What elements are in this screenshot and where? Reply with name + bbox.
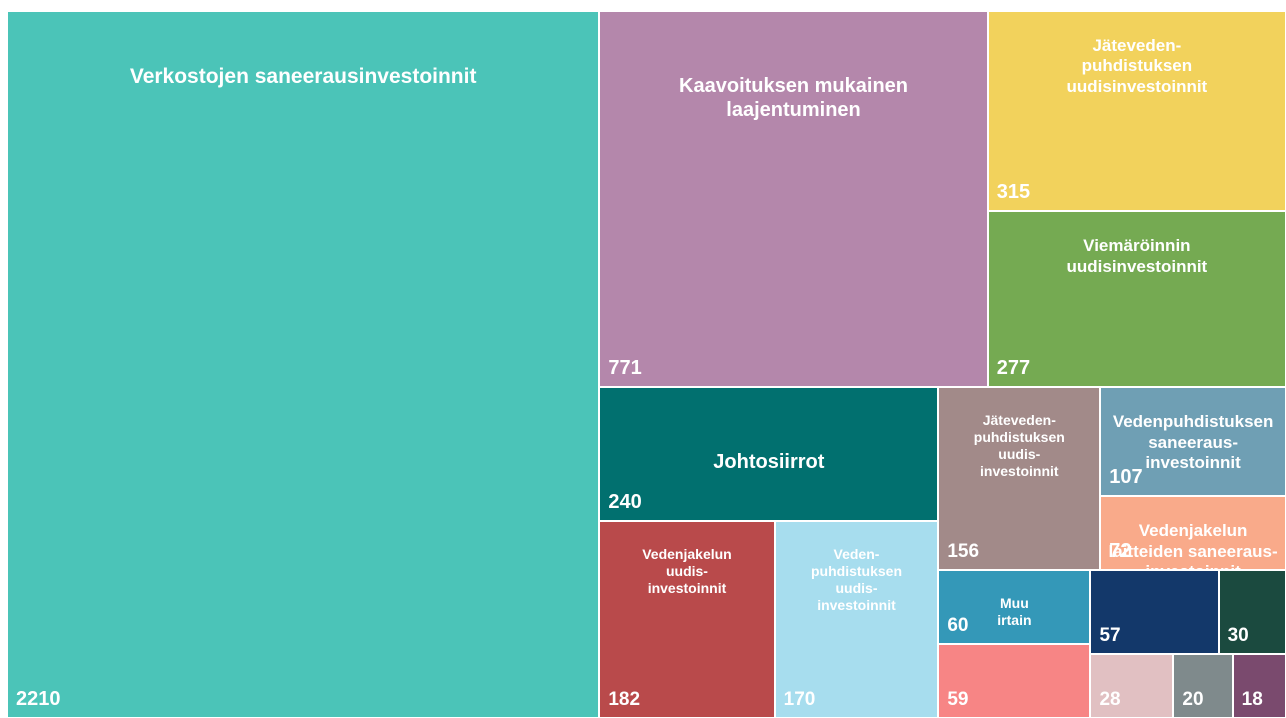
value-label: 315 [996, 181, 1031, 204]
value-label: 59 [947, 688, 969, 710]
value-label: 57 [1099, 625, 1121, 647]
tile-label: Veden- puhdistuksen uudis- investoinnit [810, 546, 902, 613]
tile-label: Vedenjakelun laitteiden saneeraus- inves… [1108, 521, 1278, 568]
value-label: 240 [608, 491, 642, 514]
tile: Viemäröinnin uudisinvestoinnit 277 [987, 211, 1286, 388]
value-label: 60 [947, 615, 969, 637]
tile: Vedenjakelun uudis- investoinnit 182 [599, 521, 775, 718]
tile: 57 [1090, 569, 1219, 655]
value-label: 72 [1109, 539, 1132, 562]
tile: Jäteveden- puhdistuksen uudisinvestoinni… [987, 11, 1286, 212]
tile-label: Muu irtain [997, 594, 1032, 628]
tile-label: Viemäröinnin uudisinvestoinnit [1066, 236, 1208, 276]
tile-label: Verkostojen saneerausinvestoinnit [129, 65, 477, 88]
tile: Kaavoituksen mukainen laajentuminen 771 [599, 11, 988, 388]
value-label: 30 [1227, 625, 1249, 647]
value-label: 18 [1241, 688, 1263, 710]
value-label: 170 [783, 688, 816, 710]
tile: Johtosiirrot 240 [599, 387, 939, 522]
value-label: 156 [947, 540, 980, 562]
tile-label: Jäteveden- puhdistuksen uudisinvestoinni… [1066, 36, 1208, 96]
value-label: 182 [608, 688, 641, 710]
tile: Jäteveden- puhdistuksen uudis- investoin… [938, 387, 1101, 570]
value-label: 107 [1109, 466, 1143, 489]
value-label: 277 [996, 357, 1031, 380]
tile: 59 [938, 644, 1091, 718]
value-label: 28 [1099, 688, 1121, 710]
tile-label: Vedenpuhdistuksen saneeraus- investoinni… [1112, 412, 1274, 472]
tile: 30 [1218, 569, 1286, 655]
tile: Verkostojen saneerausinvestoinnit 2210 [7, 11, 600, 718]
tile: Veden- puhdistuksen uudis- investoinnit 1… [774, 521, 939, 718]
tile-label: Vedenjakelun uudis- investoinnit [642, 546, 732, 596]
tile-label: Kaavoituksen mukainen laajentuminen [679, 75, 909, 121]
tile: Muu irtain 60 [938, 569, 1091, 645]
value-label: 20 [1182, 688, 1204, 710]
tile-label: Jäteveden- puhdistuksen uudis- investoin… [973, 412, 1065, 479]
value-label: 2210 [16, 688, 61, 710]
tile: Vedenjakelun laitteiden saneeraus- inves… [1100, 496, 1286, 570]
tile: 18 [1232, 654, 1286, 718]
tile-label: Johtosiirrot [713, 451, 825, 474]
tile: 28 [1090, 654, 1174, 718]
tile: 20 [1173, 654, 1233, 718]
value-label: 771 [608, 357, 642, 380]
tile: Vedenpuhdistuksen saneeraus- investoinni… [1100, 387, 1286, 497]
